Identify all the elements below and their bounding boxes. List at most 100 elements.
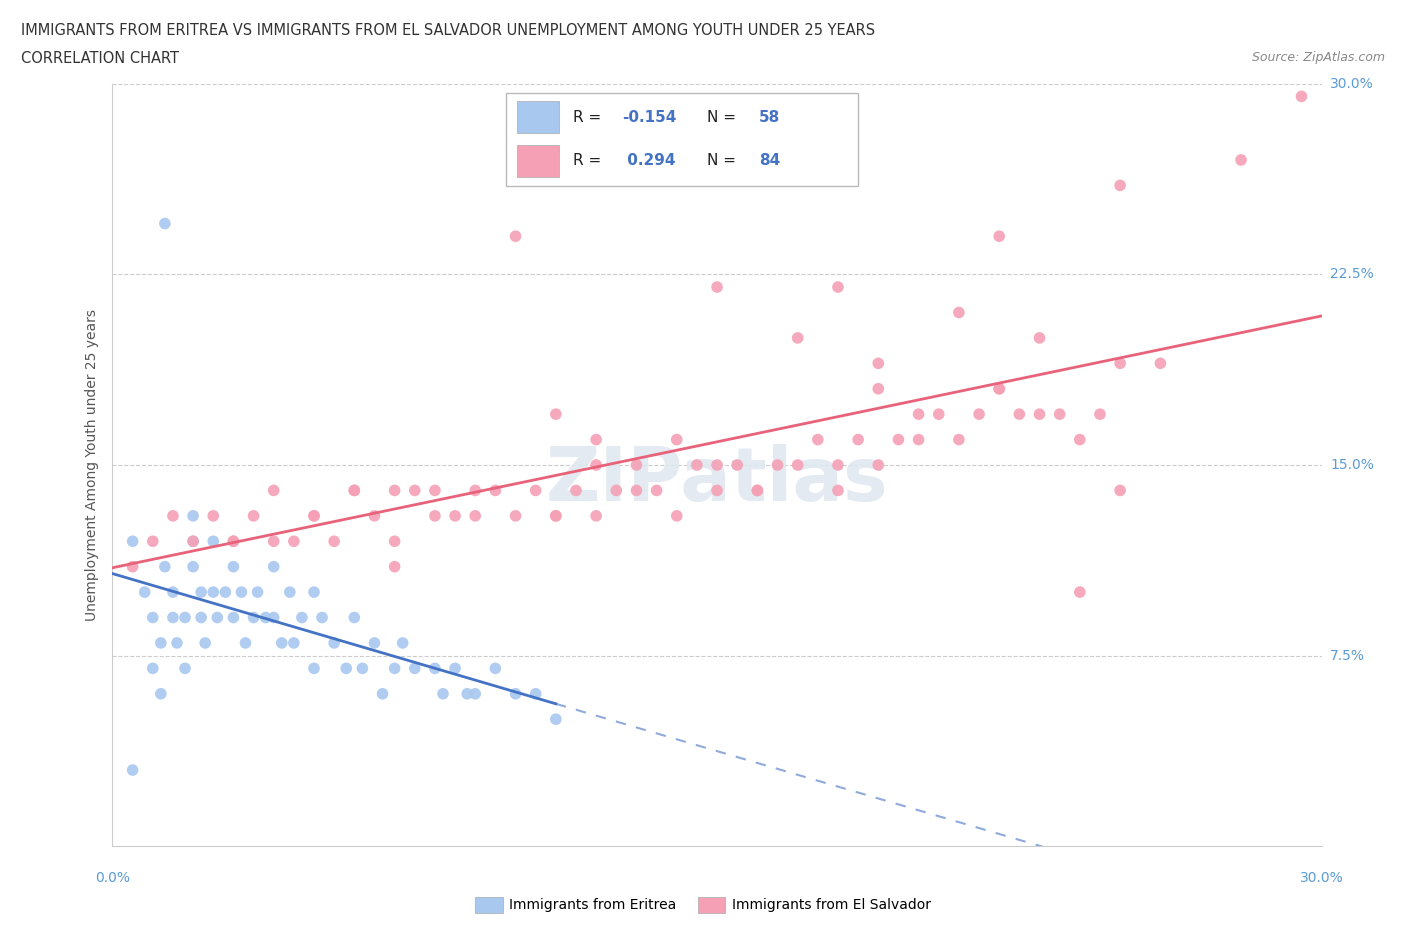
Point bbox=[134, 585, 156, 600]
Point bbox=[384, 661, 406, 676]
Point bbox=[868, 458, 890, 472]
Point bbox=[181, 509, 204, 524]
Point bbox=[311, 610, 333, 625]
Point bbox=[626, 483, 648, 498]
Point bbox=[665, 432, 688, 447]
Point bbox=[263, 610, 285, 625]
Point bbox=[162, 610, 184, 625]
Point bbox=[505, 229, 527, 244]
Point bbox=[706, 458, 728, 472]
Point bbox=[524, 483, 547, 498]
Point bbox=[948, 305, 970, 320]
Point bbox=[827, 483, 849, 498]
Point bbox=[162, 509, 184, 524]
Point bbox=[928, 406, 950, 421]
Point bbox=[142, 661, 165, 676]
Point bbox=[121, 763, 143, 777]
Point bbox=[302, 509, 325, 524]
Point bbox=[747, 483, 769, 498]
Point bbox=[231, 585, 253, 600]
Point bbox=[967, 406, 990, 421]
Point bbox=[174, 661, 197, 676]
Point bbox=[283, 635, 305, 650]
Point bbox=[222, 534, 245, 549]
Text: CORRELATION CHART: CORRELATION CHART bbox=[21, 51, 179, 66]
Point bbox=[645, 483, 668, 498]
Point bbox=[827, 280, 849, 295]
Point bbox=[335, 661, 357, 676]
Point bbox=[432, 686, 454, 701]
Point bbox=[384, 559, 406, 574]
Point bbox=[544, 406, 567, 421]
Point bbox=[343, 483, 366, 498]
Text: 0.294: 0.294 bbox=[621, 153, 676, 168]
Point bbox=[988, 381, 1011, 396]
Bar bbox=[517, 101, 558, 133]
Point bbox=[302, 585, 325, 600]
Point bbox=[786, 330, 808, 345]
Point bbox=[363, 509, 385, 524]
Point bbox=[846, 432, 869, 447]
Point bbox=[544, 509, 567, 524]
Point bbox=[464, 483, 486, 498]
Point bbox=[202, 509, 225, 524]
Point bbox=[162, 585, 184, 600]
Point bbox=[214, 585, 236, 600]
Point bbox=[505, 686, 527, 701]
Point bbox=[1088, 406, 1111, 421]
Point bbox=[190, 585, 212, 600]
Text: N =: N = bbox=[707, 153, 741, 168]
Text: ZIPatlas: ZIPatlas bbox=[546, 444, 889, 517]
Text: 15.0%: 15.0% bbox=[1330, 458, 1374, 472]
Point bbox=[686, 458, 709, 472]
Point bbox=[263, 534, 285, 549]
Point bbox=[585, 458, 607, 472]
Text: 30.0%: 30.0% bbox=[1330, 76, 1374, 91]
Point bbox=[254, 610, 277, 625]
Point bbox=[149, 686, 172, 701]
FancyBboxPatch shape bbox=[506, 93, 858, 186]
Point bbox=[291, 610, 314, 625]
Point bbox=[706, 280, 728, 295]
Text: Source: ZipAtlas.com: Source: ZipAtlas.com bbox=[1251, 51, 1385, 64]
Point bbox=[1109, 178, 1132, 193]
Point bbox=[988, 229, 1011, 244]
Point bbox=[202, 534, 225, 549]
Point bbox=[242, 610, 264, 625]
Point bbox=[868, 381, 890, 396]
Text: 30.0%: 30.0% bbox=[1299, 871, 1344, 885]
Point bbox=[323, 635, 346, 650]
Point bbox=[302, 661, 325, 676]
Point bbox=[456, 686, 478, 701]
Point bbox=[1008, 406, 1031, 421]
Point bbox=[142, 534, 165, 549]
Point bbox=[166, 635, 188, 650]
Point bbox=[524, 686, 547, 701]
Point bbox=[907, 432, 929, 447]
Text: 84: 84 bbox=[759, 153, 780, 168]
Point bbox=[907, 406, 929, 421]
Point bbox=[283, 534, 305, 549]
Point bbox=[544, 509, 567, 524]
Point bbox=[142, 610, 165, 625]
Point bbox=[371, 686, 394, 701]
Point bbox=[423, 661, 446, 676]
Point bbox=[423, 509, 446, 524]
Point bbox=[747, 483, 769, 498]
Text: 0.0%: 0.0% bbox=[96, 871, 129, 885]
Point bbox=[302, 509, 325, 524]
Point bbox=[484, 483, 506, 498]
Point bbox=[505, 509, 527, 524]
Point bbox=[246, 585, 269, 600]
Point bbox=[202, 585, 225, 600]
Point bbox=[1109, 356, 1132, 371]
Point bbox=[222, 534, 245, 549]
Point bbox=[565, 483, 588, 498]
Point bbox=[352, 661, 374, 676]
Bar bbox=[517, 145, 558, 177]
Point bbox=[235, 635, 257, 650]
Point bbox=[887, 432, 910, 447]
Point bbox=[263, 483, 285, 498]
Text: 22.5%: 22.5% bbox=[1330, 267, 1374, 282]
Point bbox=[1109, 483, 1132, 498]
